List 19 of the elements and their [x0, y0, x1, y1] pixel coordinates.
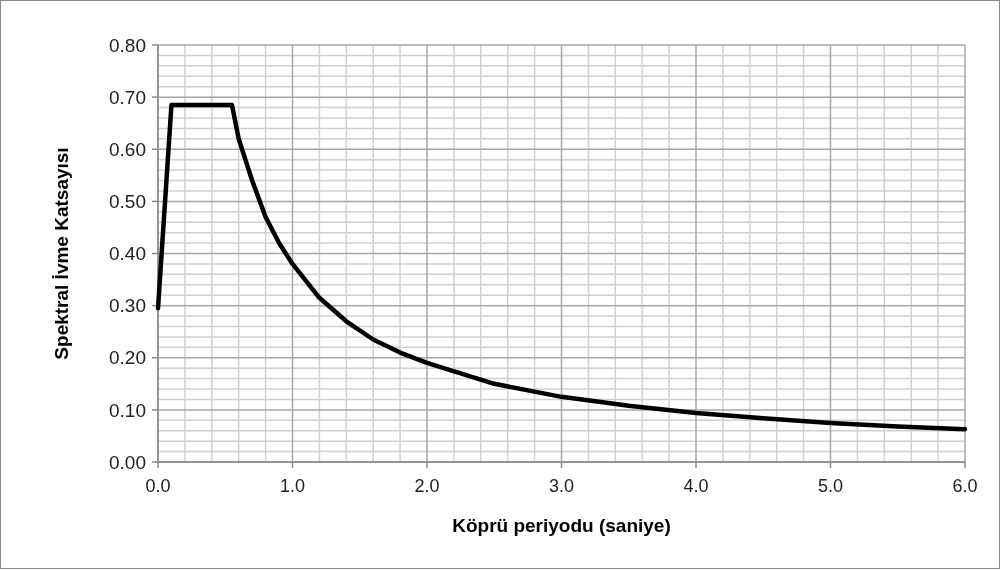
- y-tick-label: 0.80: [109, 34, 146, 56]
- x-tick-label: 5.0: [817, 476, 844, 496]
- y-tick-label: 0.40: [109, 243, 146, 265]
- y-tick-label: 0.20: [109, 347, 146, 369]
- x-tick-label: 1.0: [279, 476, 306, 496]
- x-tick-label: 2.0: [414, 476, 440, 496]
- x-tick-label: 6.0: [952, 476, 978, 496]
- y-tick-label: 0.00: [109, 451, 146, 473]
- x-tick-label: 4.0: [683, 476, 709, 496]
- y-axis-title: Spektral İvme Katsayısı: [51, 147, 72, 360]
- line-series: [155, 102, 968, 432]
- y-tick-label: 0.60: [109, 138, 146, 160]
- x-tick-label: 0.0: [145, 476, 171, 496]
- x-tick-label: 3.0: [548, 476, 575, 496]
- y-tick-label: 0.30: [109, 295, 146, 317]
- y-tick-label: 0.50: [109, 191, 146, 213]
- y-tick-label: 0.70: [109, 86, 146, 108]
- y-tick-label: 0.10: [109, 399, 146, 421]
- x-axis-title: Köprü periyodu (saniye): [452, 515, 671, 536]
